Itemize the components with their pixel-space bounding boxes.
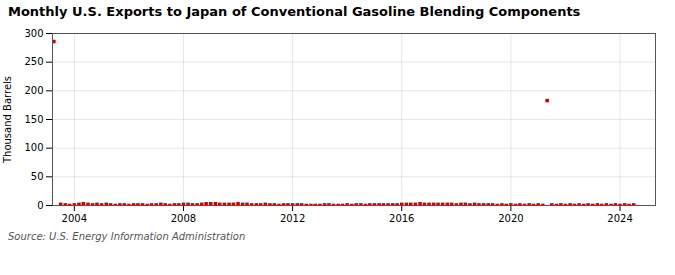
svg-text:2016: 2016 (389, 213, 414, 224)
svg-text:250: 250 (24, 56, 43, 67)
svg-text:2008: 2008 (171, 213, 196, 224)
svg-text:150: 150 (24, 114, 43, 125)
svg-text:50: 50 (31, 171, 44, 182)
svg-text:2004: 2004 (62, 213, 87, 224)
svg-text:2012: 2012 (280, 213, 305, 224)
svg-text:0: 0 (37, 200, 43, 211)
html-text:Monthly U.S. Exports to Japan: Monthly U.S. Exports to Japan of Convent… (8, 4, 581, 19)
svg-text:300: 300 (24, 28, 43, 39)
svg-text:2024: 2024 (607, 213, 632, 224)
html-text:Source: U.S. Energy Informatio: Source: U.S. Energy Information Administ… (8, 231, 246, 242)
svg-text:200: 200 (24, 85, 43, 96)
svg-text:100: 100 (24, 142, 43, 153)
svg-text:2020: 2020 (498, 213, 523, 224)
svg-text:Thousand Barrels: Thousand Barrels (2, 76, 13, 164)
